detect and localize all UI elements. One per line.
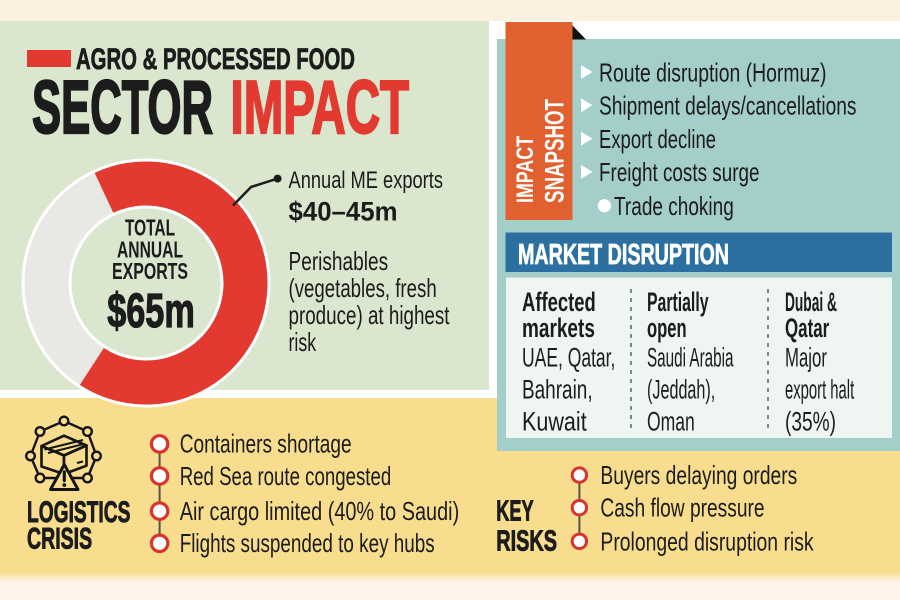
svg-text:Freight costs surge: Freight costs surge: [599, 157, 760, 187]
svg-text:(Jeddah),: (Jeddah),: [647, 375, 715, 405]
svg-text:$40–45m: $40–45m: [289, 197, 398, 227]
svg-text:(vegetables, fresh: (vegetables, fresh: [289, 273, 437, 303]
svg-text:Perishables: Perishables: [289, 246, 389, 276]
svg-text:Bahrain,: Bahrain,: [522, 375, 593, 405]
svg-text:RISKS: RISKS: [496, 526, 557, 558]
svg-text:CRISIS: CRISIS: [27, 523, 92, 556]
svg-text:(35%): (35%): [785, 407, 836, 437]
svg-text:SNAPSHOT: SNAPSHOT: [540, 99, 570, 203]
svg-text:MARKET DISRUPTION: MARKET DISRUPTION: [518, 239, 729, 271]
svg-text:Red Sea route congested: Red Sea route congested: [180, 461, 392, 491]
svg-text:Major: Major: [785, 343, 827, 373]
svg-text:Annual ME exports: Annual ME exports: [289, 167, 444, 194]
svg-text:Prolonged disruption risk: Prolonged disruption risk: [600, 526, 814, 556]
svg-text:Cash flow pressure: Cash flow pressure: [600, 493, 764, 523]
svg-text:Air cargo limited (40% to Saud: Air cargo limited (40% to Saudi): [180, 496, 460, 526]
svg-text:IMPACT: IMPACT: [512, 136, 539, 203]
svg-text:Buyers delaying orders: Buyers delaying orders: [600, 460, 797, 490]
svg-text:Shipment delays/cancellations: Shipment delays/cancellations: [599, 91, 857, 121]
svg-text:TOTAL: TOTAL: [125, 214, 175, 240]
svg-text:KEY: KEY: [496, 495, 533, 527]
svg-text:EXPORTS: EXPORTS: [112, 258, 188, 284]
svg-text:Saudi Arabia: Saudi Arabia: [647, 343, 734, 373]
svg-text:Kuwait: Kuwait: [522, 407, 587, 437]
svg-text:Affected: Affected: [522, 287, 596, 317]
svg-text:export halt: export halt: [785, 375, 854, 405]
svg-text:SECTOR: SECTOR: [32, 65, 213, 149]
svg-text:Flights suspended to key hubs: Flights suspended to key hubs: [180, 528, 435, 558]
svg-text:AGRO & PROCESSED FOOD: AGRO & PROCESSED FOOD: [76, 43, 355, 76]
svg-text:Route disruption (Hormuz): Route disruption (Hormuz): [599, 57, 827, 87]
svg-text:markets: markets: [522, 313, 595, 343]
svg-text:Oman: Oman: [647, 407, 695, 437]
svg-text:ANNUAL: ANNUAL: [117, 237, 183, 263]
svg-text:Trade choking: Trade choking: [614, 191, 734, 221]
svg-text:Export decline: Export decline: [599, 124, 716, 154]
svg-text:Qatar: Qatar: [785, 313, 829, 343]
svg-text:LOGISTICS: LOGISTICS: [27, 496, 130, 529]
svg-text:open: open: [647, 313, 687, 343]
svg-text:UAE, Qatar,: UAE, Qatar,: [522, 343, 615, 373]
svg-text:Partially: Partially: [647, 287, 709, 317]
svg-text:Containers shortage: Containers shortage: [180, 429, 352, 459]
svg-text:$65m: $65m: [107, 285, 195, 338]
svg-text:risk: risk: [289, 327, 317, 357]
svg-text:IMPACT: IMPACT: [231, 65, 410, 149]
svg-text:produce) at highest: produce) at highest: [289, 300, 451, 330]
svg-text:Dubai &: Dubai &: [785, 287, 837, 317]
